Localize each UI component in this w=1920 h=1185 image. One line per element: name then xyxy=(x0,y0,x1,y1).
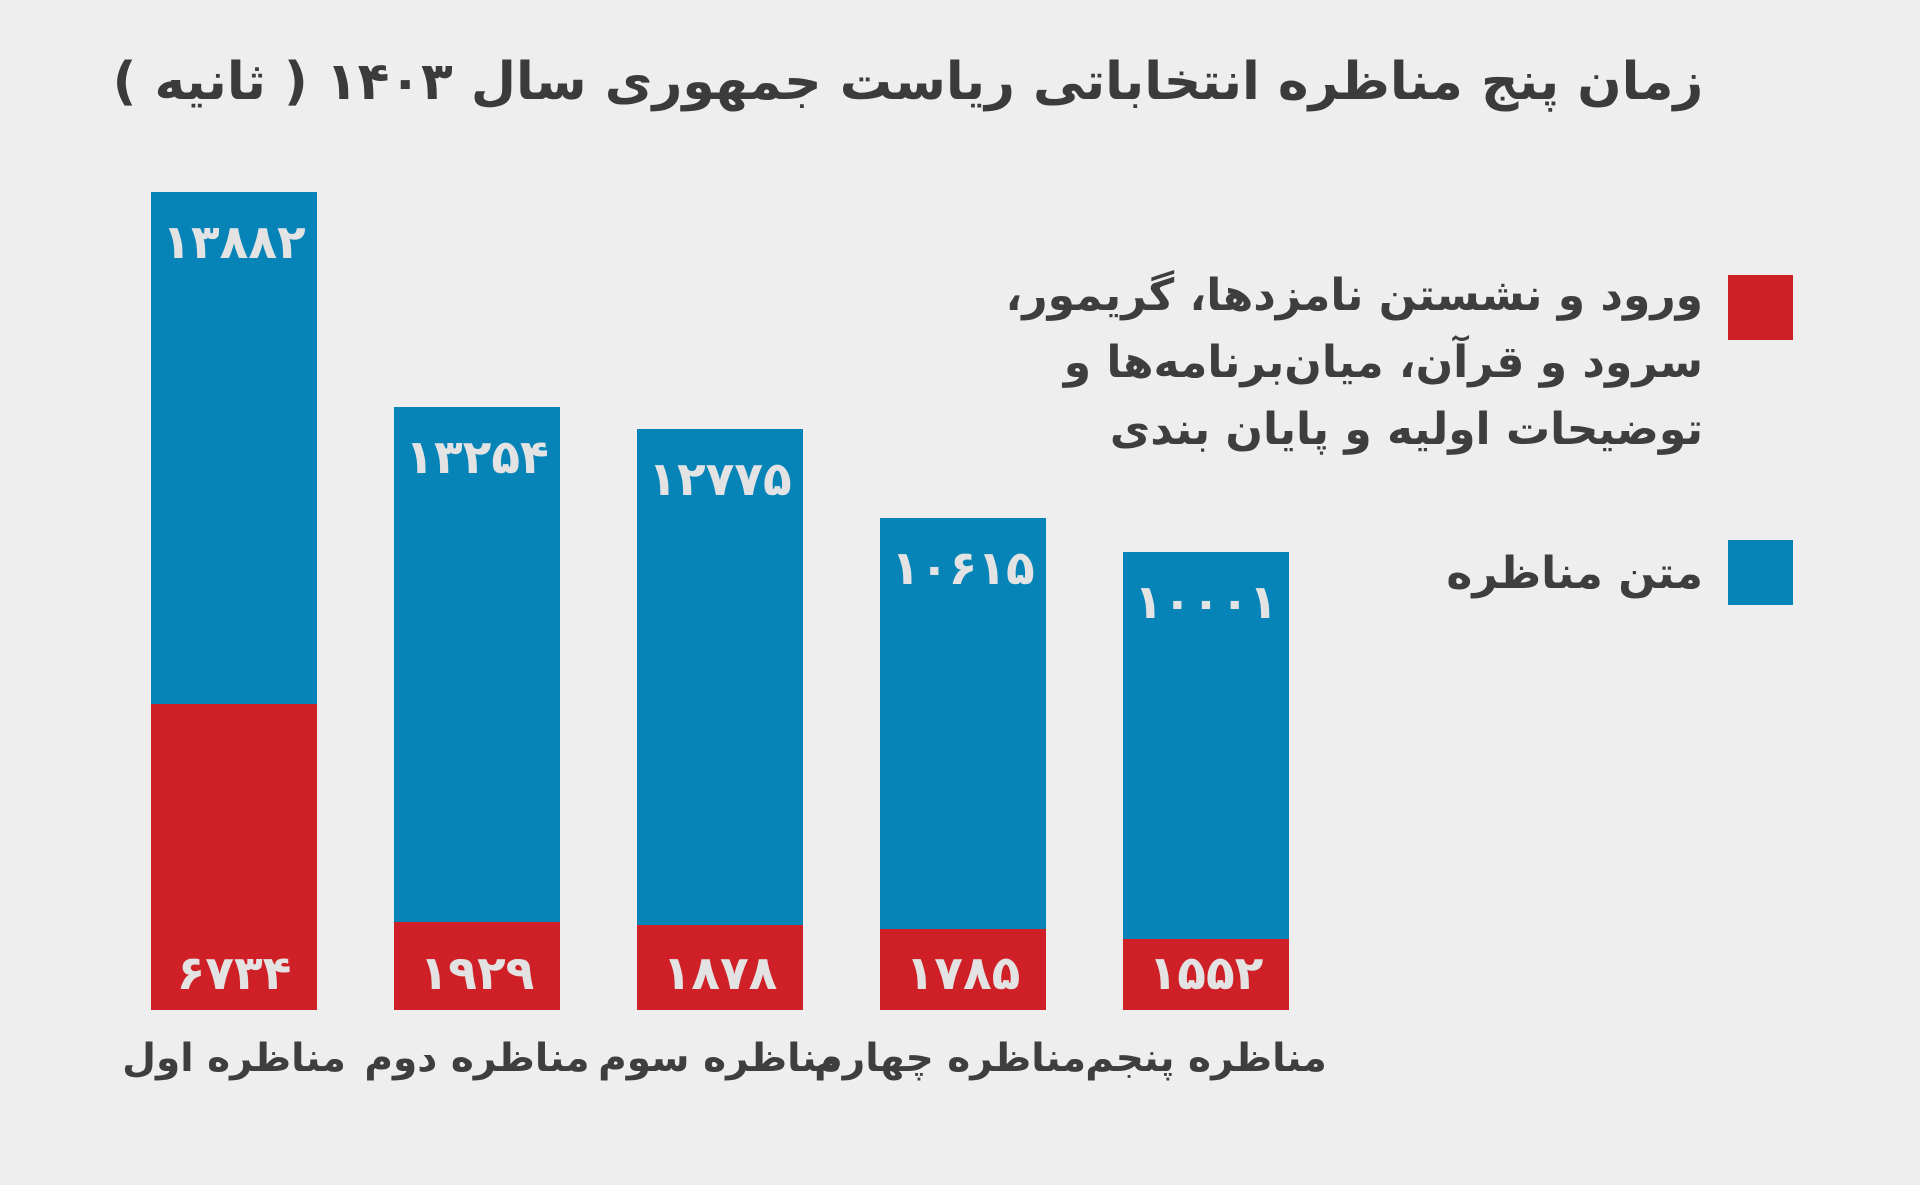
bar-4-category-label: مناظره چهارم xyxy=(814,1036,1086,1081)
bar-5-segment-non-debate: ۱۵۵۲ xyxy=(1123,939,1289,1010)
legend-label-red: ورود و نشستن نامزدها، گریمور، سرود و قرآ… xyxy=(1006,262,1703,463)
legend-label-red-line-3: توضیحات اولیه و پایان بندی xyxy=(1109,404,1703,455)
legend-label-blue-line: متن مناظره xyxy=(1446,548,1703,599)
bar-debate-2: ۱۳۲۵۴ ۱۹۲۹ xyxy=(394,407,560,1010)
bar-1-segment-debate-text: ۱۳۸۸۲ xyxy=(151,192,317,704)
legend-label-red-line-1: ورود و نشستن نامزدها، گریمور، xyxy=(1005,270,1703,321)
bar-3-category-label: مناظره سوم xyxy=(598,1036,842,1081)
bar-1-segment-non-debate: ۶۷۳۴ xyxy=(151,704,317,1010)
bar-5-segment-debate-text: ۱۰۰۰۱ xyxy=(1123,552,1289,939)
bar-4-value-debate-text: ۱۰۶۱۵ xyxy=(891,541,1035,596)
bar-debate-5: ۱۰۰۰۱ ۱۵۵۲ xyxy=(1123,552,1289,1010)
bar-2-category-label: مناظره دوم xyxy=(364,1036,590,1081)
bar-1-value-non-debate: ۶۷۳۴ xyxy=(176,946,292,1001)
legend-label-blue: متن مناظره xyxy=(1446,546,1703,602)
legend-swatch-blue xyxy=(1728,540,1793,605)
bar-3-value-debate-text: ۱۲۷۷۵ xyxy=(648,452,792,507)
bar-5-category-label: مناظره پنجم xyxy=(1085,1036,1327,1081)
bar-1-value-debate-text: ۱۳۸۸۲ xyxy=(162,215,306,270)
bar-debate-3: ۱۲۷۷۵ ۱۸۷۸ xyxy=(637,429,803,1010)
bar-2-value-debate-text: ۱۳۲۵۴ xyxy=(405,430,549,485)
legend-label-red-line-2: سرود و قرآن، میان‌برنامه‌ها و xyxy=(1063,337,1703,388)
bar-3-segment-debate-text: ۱۲۷۷۵ xyxy=(637,429,803,925)
bar-2-segment-debate-text: ۱۳۲۵۴ xyxy=(394,407,560,922)
bar-4-value-non-debate: ۱۷۸۵ xyxy=(905,946,1021,1001)
bar-5-value-non-debate: ۱۵۵۲ xyxy=(1148,946,1264,1001)
bar-4-segment-debate-text: ۱۰۶۱۵ xyxy=(880,518,1046,929)
bar-3-value-non-debate: ۱۸۷۸ xyxy=(662,946,778,1001)
bar-2-value-non-debate: ۱۹۲۹ xyxy=(419,946,535,1001)
bar-debate-4: ۱۰۶۱۵ ۱۷۸۵ xyxy=(880,518,1046,1010)
bar-5-value-debate-text: ۱۰۰۰۱ xyxy=(1134,575,1278,630)
bar-debate-1: ۱۳۸۸۲ ۶۷۳۴ xyxy=(151,192,317,1010)
bar-4-segment-non-debate: ۱۷۸۵ xyxy=(880,929,1046,1010)
bar-2-segment-non-debate: ۱۹۲۹ xyxy=(394,922,560,1010)
bar-3-segment-non-debate: ۱۸۷۸ xyxy=(637,925,803,1010)
chart-title: زمان پنج مناظره انتخاباتی ریاست جمهوری س… xyxy=(112,52,1704,112)
legend-swatch-red xyxy=(1728,275,1793,340)
bar-1-category-label: مناظره اول xyxy=(122,1036,346,1081)
